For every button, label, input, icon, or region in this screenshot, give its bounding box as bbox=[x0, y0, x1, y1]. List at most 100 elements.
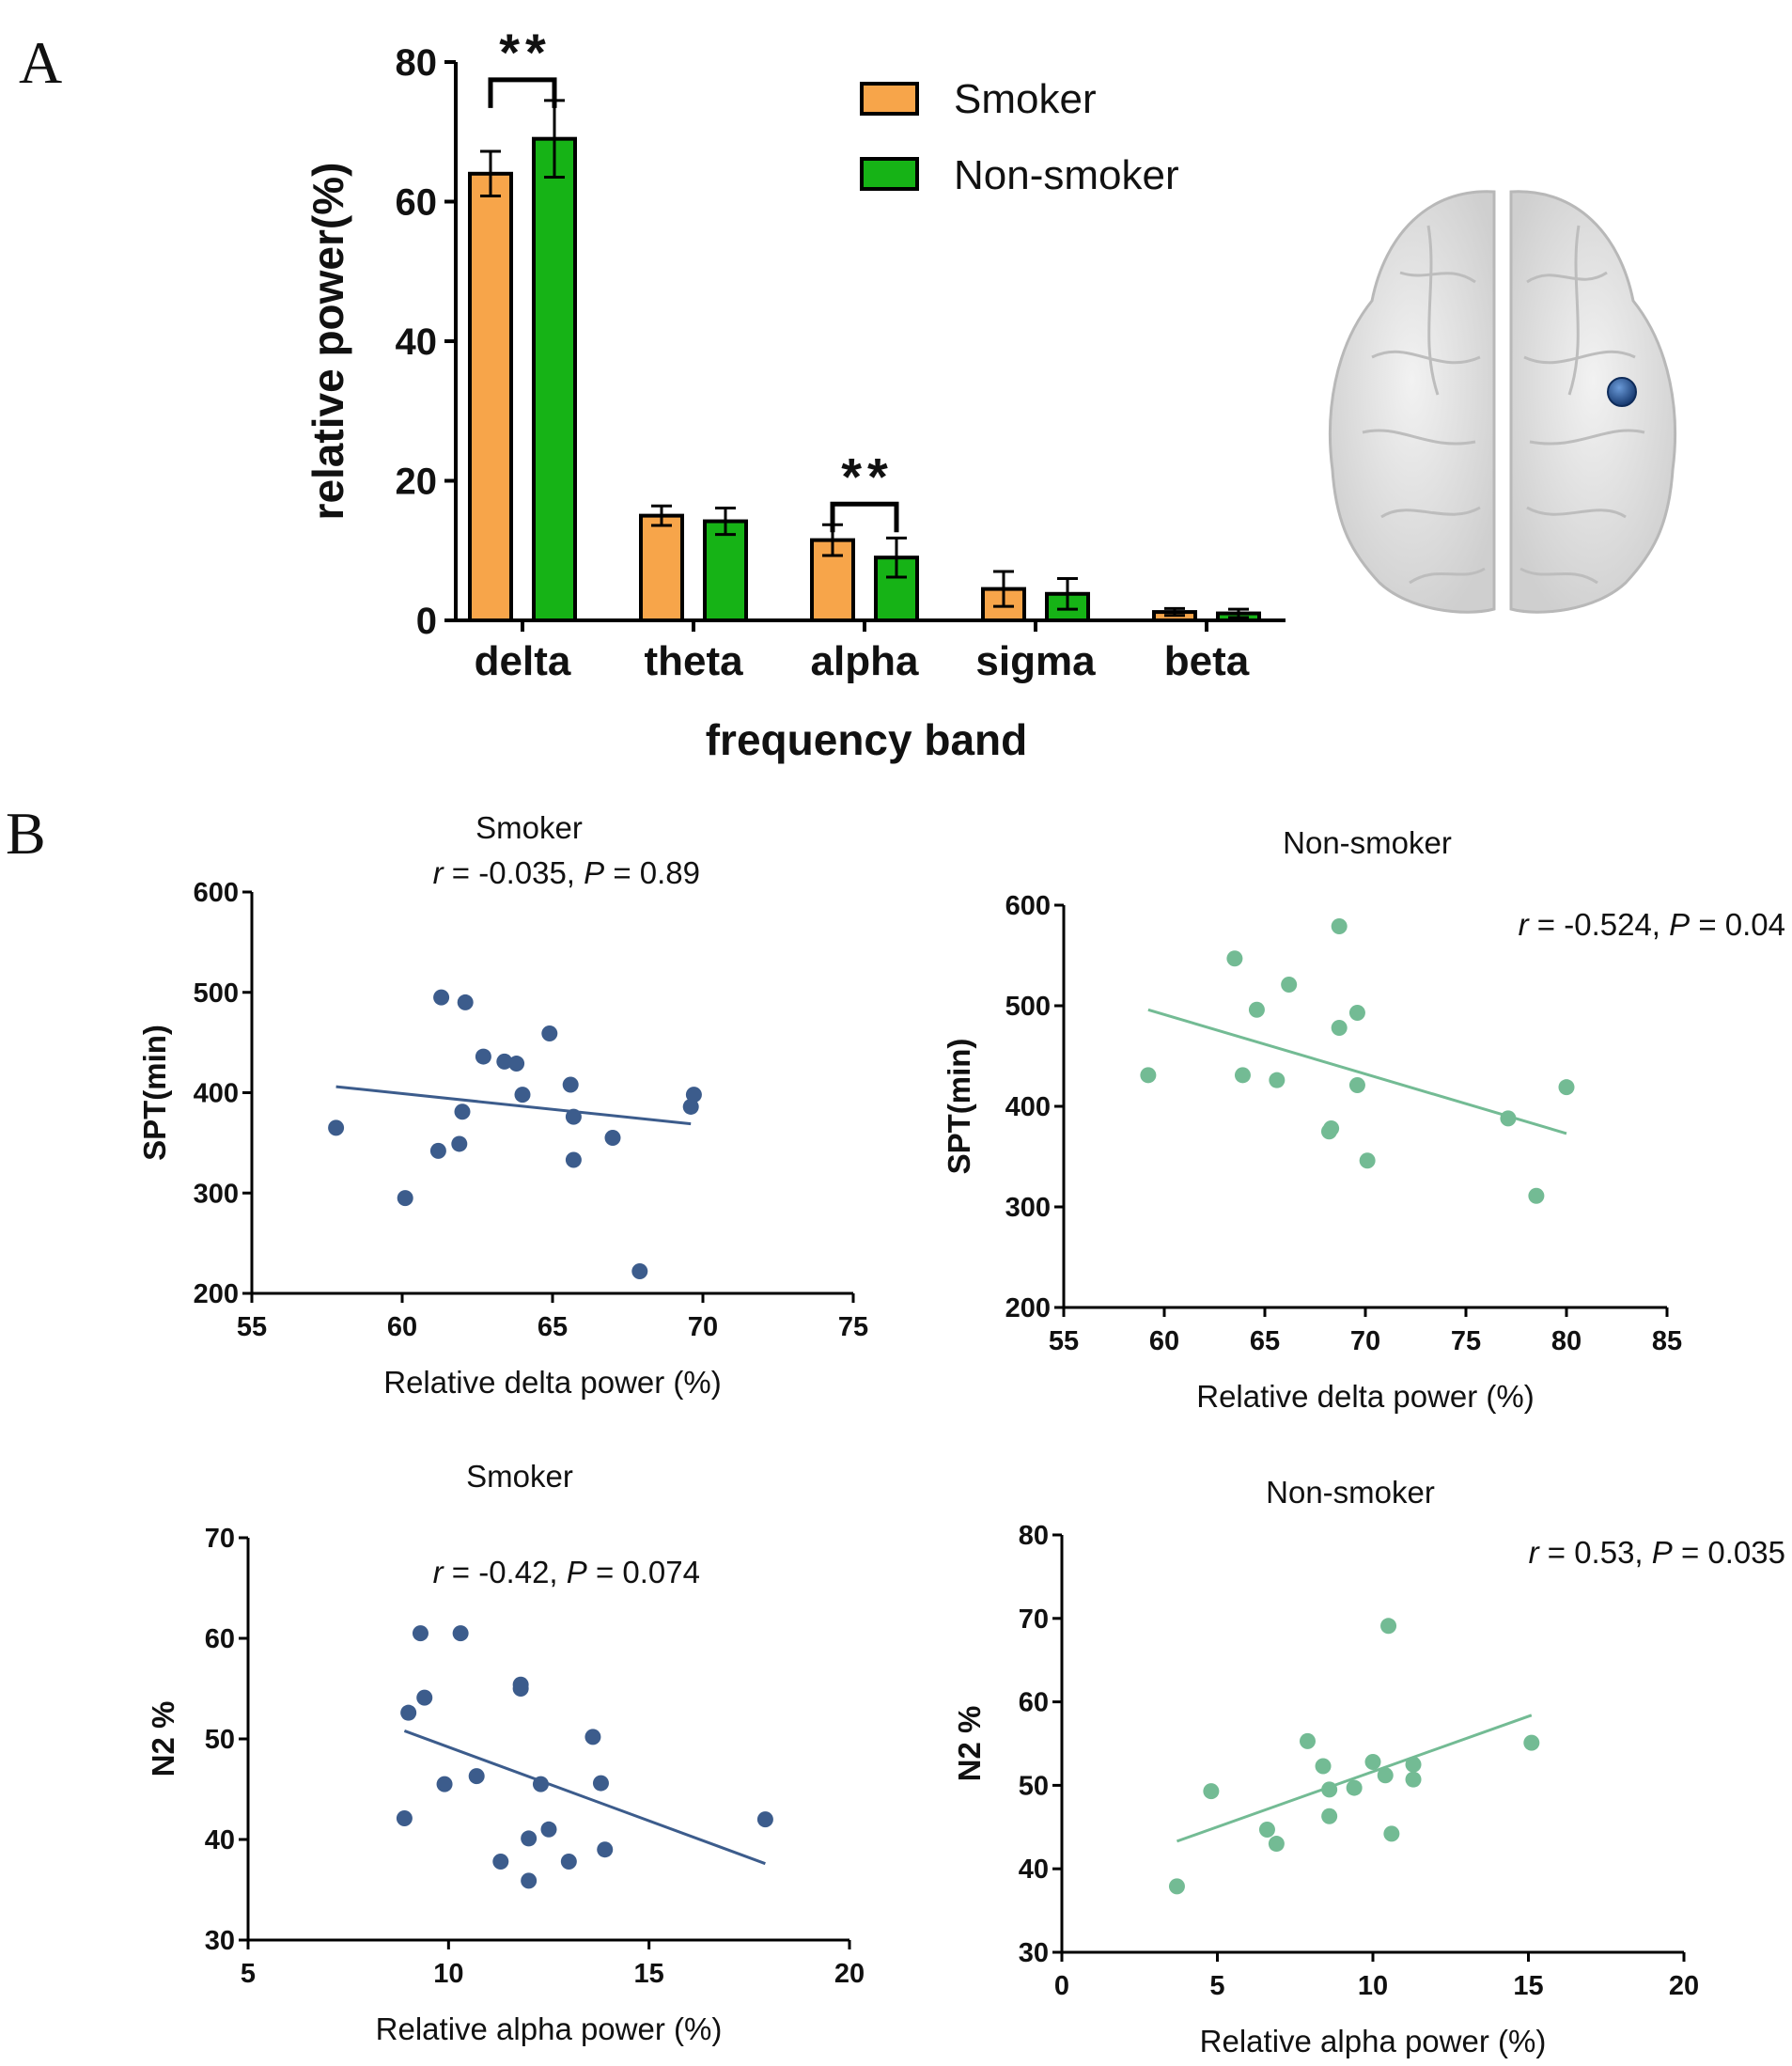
y-tick-label: 300 bbox=[1005, 1193, 1051, 1223]
x-tick-label-theta: theta bbox=[644, 638, 743, 684]
x-tick-label: 15 bbox=[1513, 1971, 1543, 2001]
x-tick-label: 20 bbox=[1669, 1971, 1699, 2001]
scatter-nonsmoker-alpha-n2: 30 40 50 60 70 80 0 5 10 15 20 Non-smoker r = 0.53, … bbox=[952, 1475, 1785, 2058]
data-point bbox=[540, 1821, 557, 1838]
data-point bbox=[1321, 1808, 1338, 1824]
regression-line bbox=[1176, 1714, 1533, 1843]
stat-p-value: = 0.074 bbox=[587, 1555, 700, 1589]
x-axis-label: Relative alpha power (%) bbox=[376, 2011, 723, 2046]
data-point bbox=[492, 1854, 509, 1870]
data-point bbox=[514, 1087, 531, 1103]
data-point bbox=[429, 1142, 446, 1159]
data-point bbox=[541, 1025, 558, 1042]
data-point bbox=[562, 1076, 579, 1093]
stat-p-value: = 0.035 bbox=[1673, 1535, 1785, 1570]
data-point bbox=[451, 1135, 468, 1152]
x-tick-label: 70 bbox=[1350, 1326, 1380, 1356]
data-point bbox=[1558, 1079, 1575, 1096]
data-point bbox=[1226, 950, 1243, 967]
data-point bbox=[1405, 1756, 1422, 1773]
y-tick-label: 30 bbox=[205, 1926, 235, 1956]
error-bar-sigma-nonsmoker bbox=[1057, 576, 1078, 611]
legend-label-nonsmoker: Non-smoker bbox=[954, 152, 1179, 198]
data-point bbox=[521, 1830, 538, 1847]
y-tick-label: 200 bbox=[1005, 1293, 1051, 1323]
data-point bbox=[457, 994, 474, 1010]
bar-delta-smoker bbox=[468, 171, 513, 623]
x-axis-label: Relative delta power (%) bbox=[1196, 1379, 1535, 1414]
error-bar-alpha-nonsmoker bbox=[886, 536, 907, 579]
data-point bbox=[400, 1704, 417, 1721]
data-point bbox=[604, 1130, 621, 1147]
data-point bbox=[1528, 1187, 1545, 1204]
y-tick-label: 500 bbox=[1005, 992, 1051, 1022]
legend: Smoker Non-smoker bbox=[860, 76, 1179, 198]
data-point bbox=[1500, 1110, 1517, 1127]
bar-chart-relative-power: 0 20 40 60 80 delta theta alpha sigma beta **** … bbox=[304, 23, 1286, 764]
data-point bbox=[496, 1053, 513, 1070]
data-point bbox=[1268, 1836, 1285, 1853]
data-point bbox=[1348, 1077, 1365, 1094]
stat-p-symbol: P bbox=[584, 855, 604, 890]
data-point bbox=[521, 1872, 538, 1889]
data-point bbox=[1346, 1779, 1363, 1796]
y-tick-label: 70 bbox=[1019, 1604, 1049, 1635]
x-tick-label: 55 bbox=[237, 1312, 267, 1342]
data-point bbox=[565, 1108, 582, 1125]
y-tick-label: 80 bbox=[396, 42, 438, 84]
data-point bbox=[1320, 1123, 1337, 1140]
stat-p-value: = 0.04 bbox=[1690, 907, 1785, 942]
y-tick-label: 50 bbox=[1019, 1771, 1049, 1801]
x-tick-label: 10 bbox=[433, 1959, 463, 1989]
data-point bbox=[436, 1776, 453, 1792]
regression-line bbox=[403, 1729, 766, 1866]
x-tick-label: 65 bbox=[538, 1312, 568, 1342]
stat-r-symbol: r bbox=[433, 1555, 445, 1589]
data-point bbox=[433, 989, 450, 1006]
data-point bbox=[397, 1190, 413, 1207]
data-point bbox=[1258, 1821, 1275, 1838]
y-tick-label: 0 bbox=[416, 601, 437, 642]
y-axis-label: N2 % bbox=[952, 1706, 987, 1782]
data-point bbox=[1234, 1067, 1251, 1084]
data-point bbox=[1331, 917, 1348, 934]
y-tick-label: 60 bbox=[205, 1624, 235, 1654]
y-tick-label: 50 bbox=[205, 1725, 235, 1755]
bar-theta-nonsmoker bbox=[703, 519, 748, 622]
x-axis-label: Relative alpha power (%) bbox=[1200, 2024, 1547, 2058]
data-point bbox=[592, 1775, 609, 1792]
data-point bbox=[1359, 1152, 1376, 1169]
y-tick-label: 40 bbox=[396, 321, 438, 363]
data-point bbox=[475, 1048, 491, 1065]
data-point bbox=[1348, 1004, 1365, 1021]
data-point bbox=[685, 1087, 702, 1103]
data-point bbox=[565, 1151, 582, 1168]
x-tick-label: 65 bbox=[1250, 1326, 1280, 1356]
stat-p-symbol: P bbox=[1652, 1535, 1673, 1570]
significance-stars-delta: ** bbox=[499, 23, 552, 82]
data-point bbox=[1299, 1732, 1316, 1749]
y-tick-label: 40 bbox=[205, 1825, 235, 1855]
regression-line bbox=[335, 1085, 692, 1126]
data-point bbox=[1269, 1072, 1286, 1088]
bars bbox=[468, 99, 1261, 623]
data-point bbox=[1364, 1754, 1381, 1771]
stat-r-value: = -0.524, bbox=[1529, 907, 1670, 942]
data-point bbox=[1405, 1771, 1422, 1788]
data-point bbox=[1523, 1734, 1540, 1751]
stat-annotation: r = -0.524, P = 0.04 bbox=[1519, 907, 1785, 942]
error-bar-beta-smoker bbox=[1164, 606, 1185, 618]
legend-swatch-smoker bbox=[860, 82, 919, 116]
regression-line bbox=[1147, 1008, 1567, 1135]
x-tick-label: 0 bbox=[1054, 1971, 1069, 2001]
legend-label-smoker: Smoker bbox=[954, 76, 1097, 122]
x-tick-label: 5 bbox=[1209, 1971, 1224, 2001]
data-point bbox=[532, 1776, 549, 1792]
stat-annotation: r = 0.53, P = 0.035 bbox=[1529, 1535, 1785, 1570]
y-tick-label: 300 bbox=[194, 1179, 239, 1209]
x-ticks: delta theta alpha sigma beta bbox=[475, 620, 1250, 684]
bar-theta-smoker bbox=[639, 513, 684, 622]
y-axis-label: SPT(min) bbox=[942, 1039, 976, 1175]
data-point bbox=[468, 1768, 485, 1785]
x-tick-label: 15 bbox=[634, 1959, 664, 1989]
